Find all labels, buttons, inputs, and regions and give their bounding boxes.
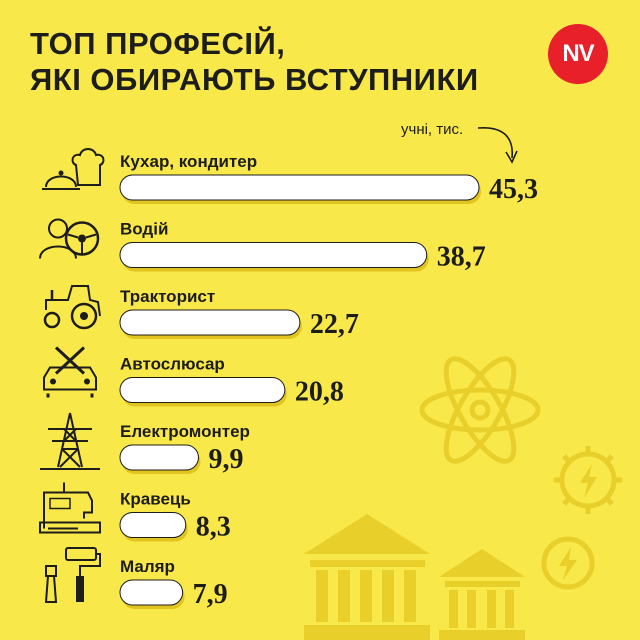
bar bbox=[119, 242, 428, 268]
category-label: Автослюсар bbox=[120, 355, 225, 374]
category-label: Кравець bbox=[120, 490, 191, 509]
power-tower-icon bbox=[40, 412, 100, 470]
bar-row: Кравець 8,3 bbox=[39, 482, 231, 543]
category-label: Водій bbox=[120, 220, 168, 239]
unit-arrow-icon bbox=[477, 127, 518, 164]
bar bbox=[119, 512, 187, 538]
bar-row: Електромонтер 9,9 bbox=[40, 412, 250, 475]
driver-icon bbox=[39, 218, 100, 259]
bar-row: Кухар, кондитер 45,3 bbox=[42, 148, 538, 205]
unit-label: учні, тис. bbox=[401, 121, 464, 138]
category-label: Маляр bbox=[120, 557, 175, 576]
paint-roller-icon bbox=[44, 547, 101, 603]
atom-icon bbox=[419, 356, 541, 464]
university-building-icon bbox=[304, 514, 430, 640]
nv-logo: NV bbox=[548, 24, 608, 84]
value-label: 20,8 bbox=[295, 377, 344, 408]
chef-icon bbox=[42, 148, 105, 190]
tractor-icon bbox=[43, 285, 101, 330]
value-label: 22,7 bbox=[310, 309, 359, 340]
category-label: Кухар, кондитер bbox=[120, 152, 257, 171]
bar bbox=[119, 444, 199, 471]
lightning-badge-icon bbox=[541, 536, 595, 590]
bar bbox=[119, 309, 301, 336]
bar bbox=[119, 377, 286, 403]
category-label: Електромонтер bbox=[120, 422, 250, 441]
bar-row: Тракторист 22,7 bbox=[43, 285, 359, 340]
category-label: Тракторист bbox=[120, 287, 215, 306]
bar bbox=[119, 579, 184, 606]
bar bbox=[119, 174, 480, 201]
chart-title: ТОП ПРОФЕСІЙ, ЯКІ ОБИРАЮТЬ ВСТУПНИКИ bbox=[30, 26, 479, 98]
title-line-1: ТОП ПРОФЕСІЙ, bbox=[30, 26, 286, 61]
bar-row: Водій 38,7 bbox=[39, 218, 486, 273]
title-line-2: ЯКІ ОБИРАЮТЬ ВСТУПНИКИ bbox=[30, 62, 479, 97]
gear-lightning-icon bbox=[554, 446, 622, 514]
value-label: 38,7 bbox=[437, 242, 486, 273]
bar-row: Маляр 7,9 bbox=[44, 547, 228, 610]
value-label: 7,9 bbox=[193, 579, 228, 610]
bar-row: Автослюсар 20,8 bbox=[43, 346, 344, 408]
value-label: 45,3 bbox=[489, 174, 538, 205]
logo-text: NV bbox=[562, 40, 594, 67]
value-label: 8,3 bbox=[196, 512, 231, 543]
sewing-machine-icon bbox=[39, 482, 101, 534]
car-repair-icon bbox=[43, 346, 97, 398]
museum-building-icon bbox=[439, 549, 525, 640]
value-label: 9,9 bbox=[208, 444, 243, 475]
